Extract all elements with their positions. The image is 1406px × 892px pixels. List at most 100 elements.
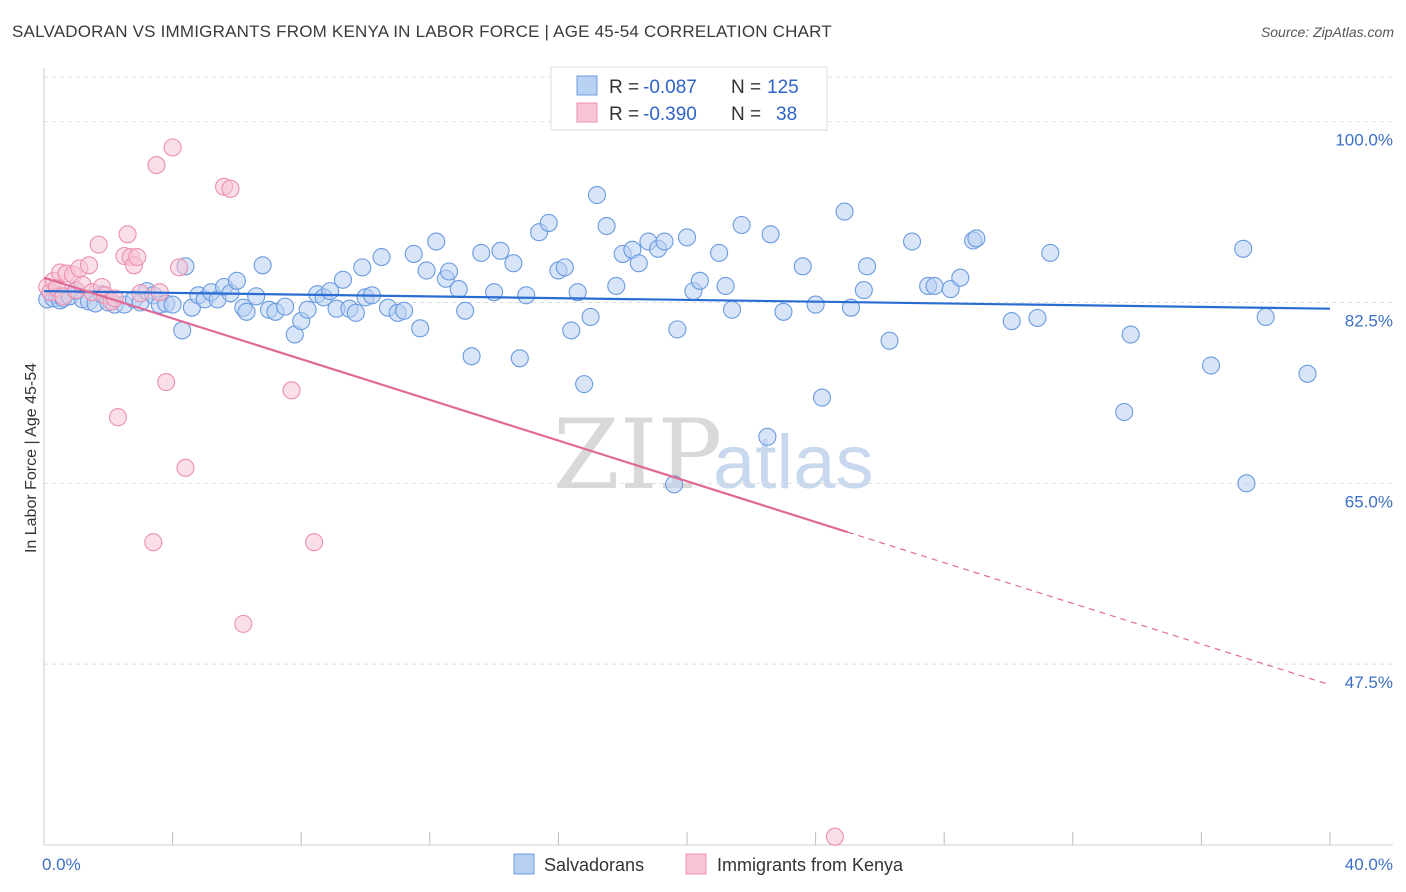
salvadorans-point [665, 475, 684, 494]
salvadorans-point [456, 301, 475, 320]
salvadorans-point [276, 297, 295, 316]
gridlines [44, 76, 1393, 665]
salvadorans-point [472, 243, 491, 262]
salvadorans-point [417, 261, 436, 280]
salvadorans-point [1298, 364, 1317, 383]
legend-r-label-blue: R = [609, 77, 639, 98]
salvadorans-point [902, 232, 922, 251]
bottom-legend-swatch-blue [513, 853, 535, 875]
kenya-point [128, 247, 147, 267]
axes [43, 68, 1393, 846]
salvadorans-point [722, 300, 742, 319]
salvadorans-point [668, 320, 687, 339]
salvadorans-point [346, 303, 365, 322]
legend-n-value-pink: 38 [776, 104, 797, 125]
kenya-point [163, 138, 182, 157]
y-axis-label: In Labor Force | Age 45-54 [23, 363, 40, 553]
salvadorans-point [597, 216, 616, 236]
kenya-trend-line-extrapolated [847, 531, 1331, 686]
salvadorans-point [411, 319, 430, 338]
salvadorans-point [510, 349, 529, 368]
salvadorans-point [629, 254, 648, 273]
kenya-point [221, 179, 240, 198]
kenya-point [108, 408, 127, 427]
chart-title: SALVADORAN VS IMMIGRANTS FROM KENYA IN L… [12, 22, 832, 41]
y-tick-label: 100.0% [1335, 131, 1393, 150]
watermark-atlas: atlas [713, 420, 874, 505]
salvadorans-point [841, 298, 861, 317]
salvadorans-point [227, 271, 246, 290]
salvadorans-point [247, 287, 266, 306]
salvadorans-point [372, 247, 391, 267]
salvadorans-point [1237, 474, 1256, 493]
x-tick-labels: 0.0% 40.0% [42, 855, 1393, 874]
legend-r-value-pink: -0.390 [643, 104, 697, 125]
salvadorans-point [716, 276, 735, 296]
salvadorans-point [395, 301, 414, 320]
legend-swatch-blue [576, 75, 598, 96]
salvadorans-point [951, 268, 970, 287]
salvadorans-points [38, 185, 1317, 494]
salvadorans-point [440, 262, 459, 281]
kenya-point [144, 533, 163, 552]
kenya-point [89, 235, 108, 254]
salvadorans-point [449, 280, 468, 299]
kenya-point [147, 156, 166, 175]
bottom-legend-swatch-pink [685, 853, 707, 875]
salvadorans-trend-line [43, 290, 1331, 310]
salvadorans-point [517, 286, 536, 305]
salvadorans-point [806, 295, 825, 314]
salvadorans-point [761, 225, 780, 244]
salvadorans-point [253, 256, 272, 275]
salvadorans-point [298, 300, 317, 319]
kenya-point [79, 256, 99, 275]
salvadorans-point [1115, 402, 1134, 422]
salvadorans-point [1121, 325, 1140, 344]
salvadorans-point [1041, 243, 1060, 262]
salvadorans-point [774, 302, 793, 321]
salvadorans-point [880, 331, 899, 350]
kenya-point [825, 827, 844, 846]
salvadorans-point [581, 307, 600, 327]
bottom-legend-label-blue: Salvadorans [544, 855, 644, 875]
salvadorans-point [404, 244, 423, 263]
salvadorans-point [732, 215, 751, 235]
salvadorans-point [555, 258, 574, 277]
kenya-point [176, 458, 195, 477]
salvadorans-point [835, 202, 854, 221]
salvadorans-point [967, 229, 986, 248]
salvadorans-point [793, 257, 812, 276]
y-tick-labels: 100.0% 82.5% 65.0% 47.5% [1335, 131, 1393, 693]
kenya-point [282, 381, 301, 400]
salvadorans-point [690, 271, 709, 290]
legend-swatch-pink [576, 102, 598, 123]
salvadorans-point [758, 427, 777, 446]
kenya-point [234, 614, 253, 633]
watermark-zip: ZIP [553, 399, 722, 511]
salvadorans-point [491, 241, 510, 260]
salvadorans-point [163, 295, 182, 314]
salvadorans-point [1201, 356, 1221, 375]
salvadorans-point [587, 185, 607, 205]
legend-n-value-blue: 125 [767, 77, 799, 98]
legend-r-label-pink: R = [609, 104, 639, 125]
legend-r-value-blue: -0.087 [643, 77, 697, 98]
salvadorans-point [1234, 239, 1253, 258]
kenya-point [157, 373, 176, 392]
salvadorans-point [925, 276, 944, 296]
salvadorans-point [655, 232, 674, 251]
x-tick-label: 0.0% [42, 855, 81, 874]
salvadorans-point [575, 375, 594, 394]
source-credit: Source: ZipAtlas.com [1260, 24, 1394, 40]
salvadorans-point [607, 276, 626, 296]
bottom-legend: Salvadorans Immigrants from Kenya [513, 853, 904, 875]
salvadorans-point [1256, 307, 1275, 327]
kenya-point [305, 533, 324, 552]
salvadorans-point [857, 257, 877, 276]
bottom-legend-label-pink: Immigrants from Kenya [717, 855, 904, 875]
salvadorans-point [462, 347, 481, 366]
y-tick-label: 82.5% [1345, 312, 1393, 331]
trend-lines [43, 276, 1331, 686]
kenya-trend-line [43, 276, 849, 534]
